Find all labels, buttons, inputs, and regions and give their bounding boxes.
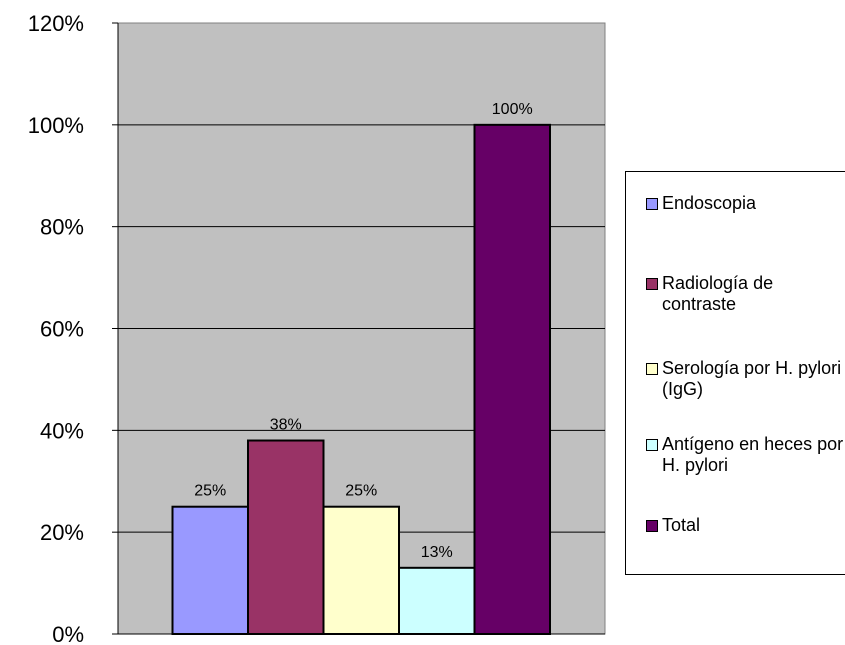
legend-label: Antígeno en heces por H. pylori xyxy=(662,434,844,475)
y-tick-label: 0% xyxy=(52,622,84,645)
y-tick-label: 80% xyxy=(40,215,84,240)
data-label: 25% xyxy=(345,483,377,500)
legend: Endoscopia Radiología de contraste Serolog… xyxy=(625,171,845,575)
legend-label: Radiología de contraste xyxy=(662,273,774,314)
legend-swatch xyxy=(646,198,658,210)
bar xyxy=(322,505,400,636)
bar xyxy=(247,439,325,635)
legend-swatch xyxy=(646,439,658,451)
y-tick-label: 40% xyxy=(40,418,84,443)
data-label: 38% xyxy=(270,417,302,434)
bars xyxy=(171,123,551,636)
data-label: 25% xyxy=(194,483,226,500)
legend-item: Total xyxy=(646,515,845,536)
legend-swatch xyxy=(646,278,658,290)
data-label: 13% xyxy=(421,544,453,561)
legend-label: Serología por H. pylori (IgG) xyxy=(662,358,842,399)
legend-item: Radiología de contraste xyxy=(646,273,845,315)
y-tick-label: 60% xyxy=(40,317,84,342)
legend-item: Serología por H. pylori (IgG) xyxy=(646,358,845,400)
y-tick-label: 100% xyxy=(28,113,84,138)
bar xyxy=(473,123,551,635)
bar xyxy=(171,505,249,636)
data-label: 100% xyxy=(492,101,533,118)
y-tick-label: 120% xyxy=(28,11,84,36)
y-axis-ticks: 0% 20% 40% 60% 80% 100% 120% xyxy=(28,11,118,645)
legend-item: Endoscopia xyxy=(646,193,845,214)
legend-label: Total xyxy=(662,515,701,535)
legend-item: Antígeno en heces por H. pylori xyxy=(646,434,845,476)
data-labels: 25% 38% 25% 13% 100% xyxy=(194,101,532,561)
y-tick-label: 20% xyxy=(40,520,84,545)
bar xyxy=(398,566,476,636)
legend-label: Endoscopia xyxy=(662,193,757,213)
legend-swatch xyxy=(646,363,658,375)
legend-swatch xyxy=(646,520,658,532)
